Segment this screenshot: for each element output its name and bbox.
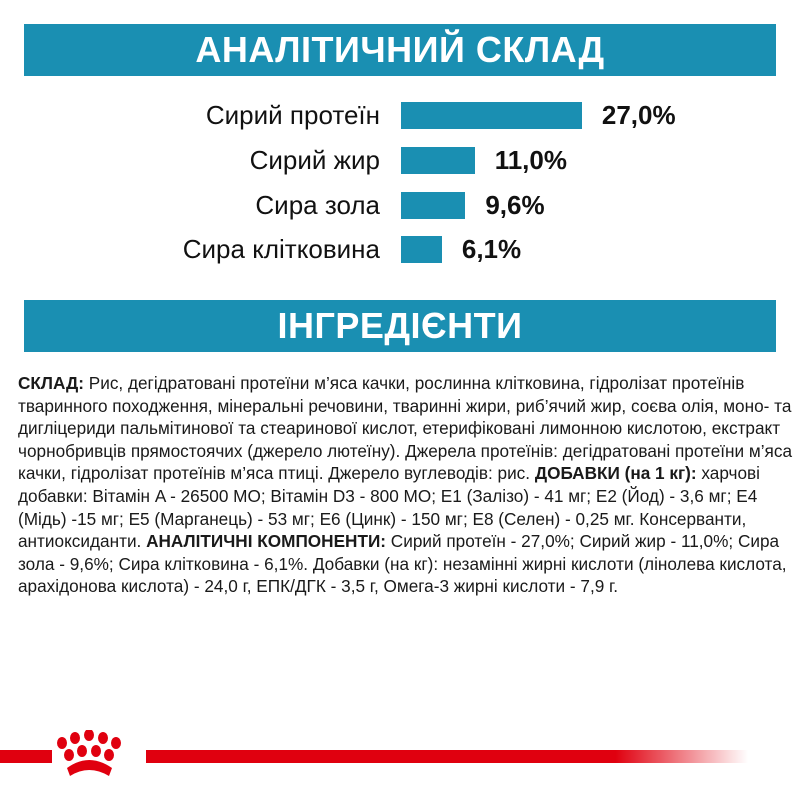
- analysis-title: АНАЛІТИЧНИЙ СКЛАД: [195, 29, 605, 70]
- nutrient-label: Сира клітковина: [182, 234, 380, 264]
- ingredients-title: ІНГРЕДІЄНТИ: [277, 305, 523, 346]
- nutrient-bar: [401, 192, 466, 219]
- analytical-label: АНАЛІТИЧНІ КОМПОНЕНТИ:: [146, 531, 387, 552]
- nutrient-row: Сира зола 9,6%: [0, 190, 800, 220]
- composition-text: Рис, дегідратовані протеїни м’яса качки,…: [18, 373, 793, 484]
- nutrient-label: Сирий жир: [249, 145, 380, 175]
- nutrient-row: Сирий протеїн 27,0%: [0, 100, 800, 130]
- composition-label: СКЛАД:: [18, 373, 84, 393]
- ingredients-header: ІНГРЕДІЄНТИ: [24, 300, 776, 352]
- footer-red-line-left: [0, 750, 52, 763]
- nutrient-value: 6,1%: [461, 234, 522, 264]
- nutrient-row: Сирий жир 11,0%: [0, 145, 800, 175]
- nutrient-label: Сирий протеїн: [205, 100, 380, 130]
- footer-red-line-right: [146, 750, 748, 763]
- nutrient-row: Сира клітковина 6,1%: [0, 234, 800, 264]
- nutrient-bar: [401, 102, 582, 129]
- nutrient-bar: [401, 236, 442, 263]
- analytical-text: Сирий протеїн - 27,0%; Сирий жир - 11,0%…: [18, 531, 787, 597]
- nutrient-value: 27,0%: [601, 100, 676, 130]
- additives-text: харчові добавки: Вітамін A - 26500 МО; В…: [18, 463, 760, 552]
- ingredients-text: СКЛАД: Рис, дегідратовані протеїни м’яса…: [18, 372, 793, 598]
- additives-label: ДОБАВКИ (на 1 кг):: [534, 463, 697, 484]
- nutrient-label: Сира зола: [255, 190, 380, 220]
- nutrient-value: 9,6%: [485, 190, 545, 220]
- nutrient-bar: [401, 147, 475, 174]
- analysis-header: АНАЛІТИЧНИЙ СКЛАД: [24, 24, 776, 76]
- royal-canin-crown-logo: [57, 730, 121, 776]
- nutrient-value: 11,0%: [494, 145, 567, 175]
